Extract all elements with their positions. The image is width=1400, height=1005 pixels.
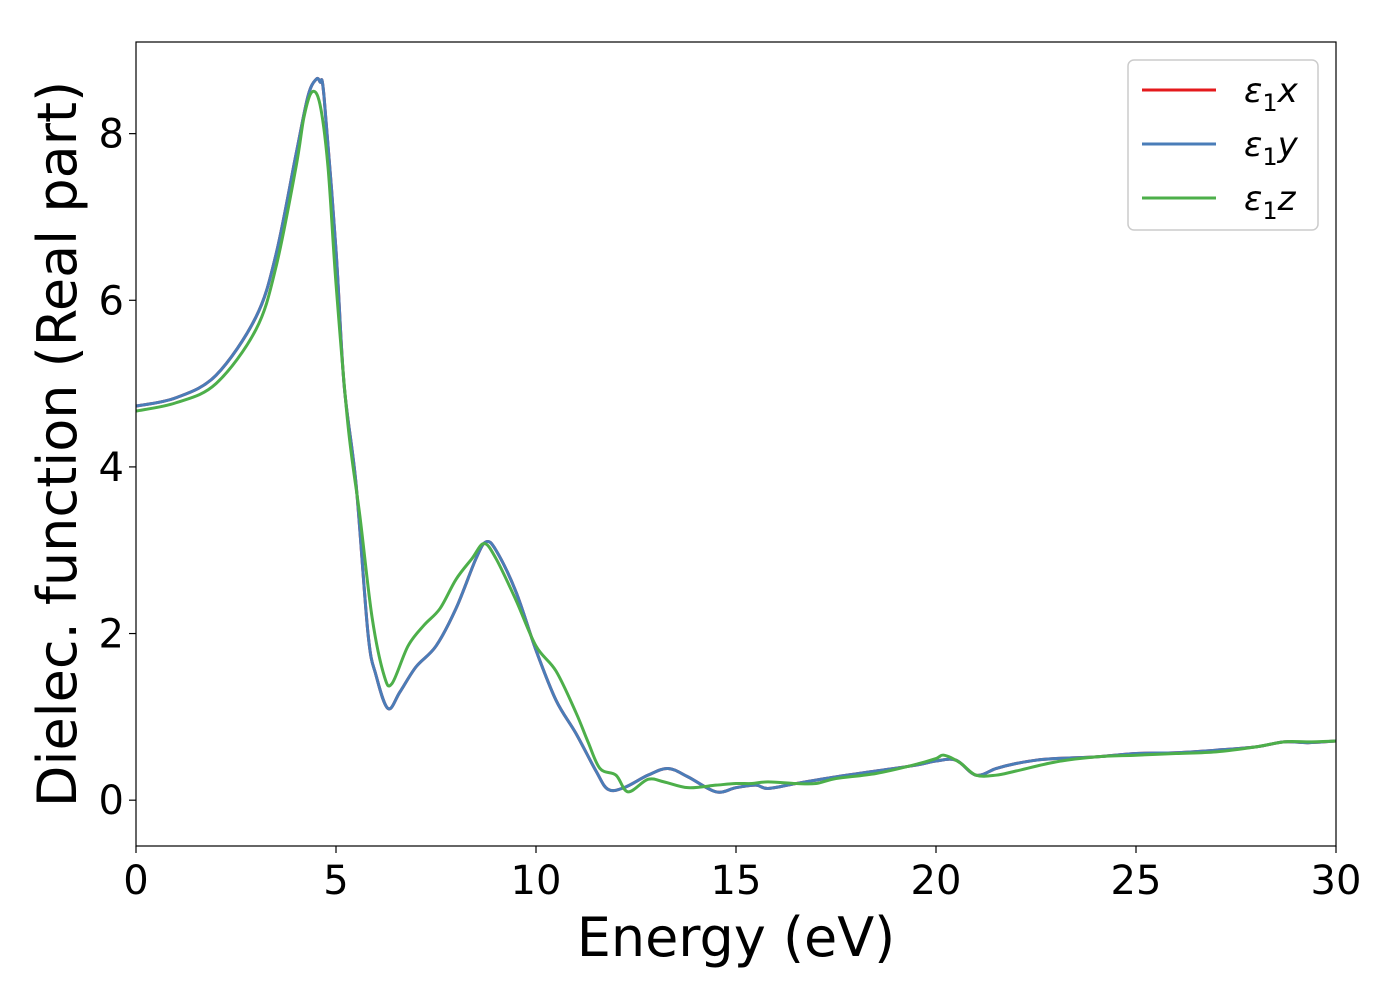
legend-label: ε1y: [1244, 125, 1299, 171]
x-tick-label: 30: [1311, 858, 1362, 904]
legend-base: ε: [1244, 71, 1262, 111]
y-tick-label: 2: [99, 612, 124, 658]
legend-subscript: 1: [1262, 89, 1277, 117]
y-axis-label: Dielec. function (Real part): [26, 81, 89, 807]
legend-variable: y: [1277, 125, 1299, 165]
legend-base: ε: [1244, 125, 1262, 165]
x-tick-label: 25: [1111, 858, 1162, 904]
series-line-3: [135, 89, 1337, 794]
legend-subscript: 1: [1262, 143, 1277, 171]
legend-label: ε1x: [1244, 71, 1299, 117]
x-tick-label: 20: [911, 858, 962, 904]
series-line-2: [135, 76, 1337, 794]
x-tick-label: 5: [323, 858, 348, 904]
legend-variable: z: [1277, 179, 1297, 219]
legend-label: ε1z: [1244, 179, 1297, 225]
plot-lines: [135, 76, 1337, 794]
legend-base: ε: [1244, 179, 1262, 219]
x-axis: 0 5 10 15 20 25 30: [123, 846, 1361, 904]
legend-box: [1127, 59, 1319, 231]
y-tick-label: 4: [99, 445, 124, 491]
y-tick-label: 6: [99, 278, 124, 324]
y-axis: 0 2 4 6 8: [99, 112, 136, 824]
x-tick-label: 0: [123, 858, 148, 904]
x-tick-label: 15: [711, 858, 762, 904]
y-tick-label: 0: [99, 778, 124, 824]
legend-subscript: 1: [1262, 197, 1277, 225]
x-tick-label: 10: [511, 858, 562, 904]
legend-variable: x: [1277, 71, 1299, 111]
x-axis-label: Energy (eV): [577, 906, 896, 969]
y-tick-label: 8: [99, 112, 124, 158]
